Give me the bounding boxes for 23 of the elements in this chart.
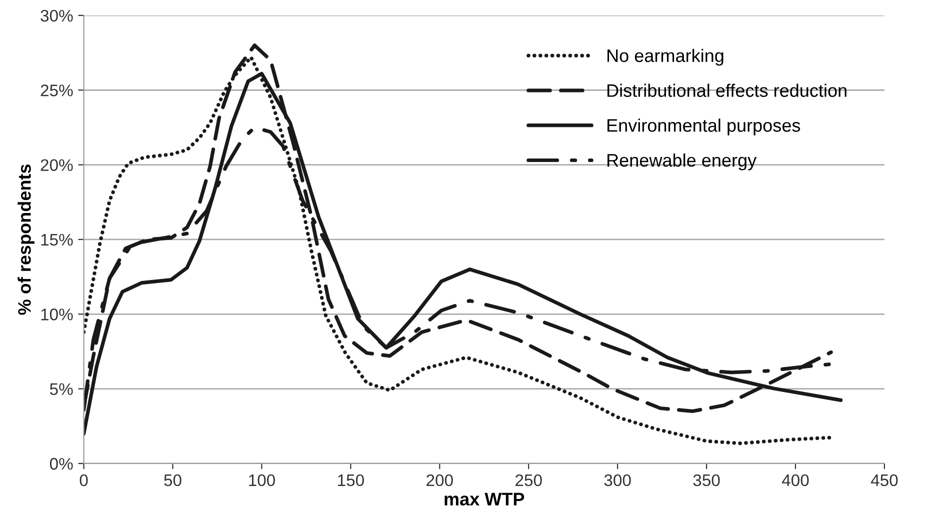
legend-label: Renewable energy: [608, 153, 757, 170]
x-tick-label: 350: [693, 474, 720, 486]
x-tick-label: 200: [426, 474, 453, 486]
y-tick-label: 30%: [40, 10, 73, 22]
y-tick-label: 20%: [40, 159, 73, 172]
x-tick-label: 0: [80, 474, 88, 486]
y-axis-title: % of respondents: [18, 164, 34, 315]
x-tick-label: 50: [164, 474, 182, 486]
legend-label: Distributional effects reduction: [608, 84, 846, 97]
x-tick-label: 150: [338, 474, 364, 486]
x-axis-title: max WTP: [444, 492, 524, 506]
legend-label: Environmental purposes: [608, 118, 800, 136]
legend-label: No earmarking: [608, 48, 724, 66]
y-tick-label: 10%: [41, 308, 73, 320]
x-tick-label: 450: [870, 474, 898, 486]
y-tick-label: 5%: [50, 383, 73, 396]
y-tick-label: 25%: [40, 84, 73, 96]
x-tick-label: 250: [516, 474, 542, 486]
x-tick-label: 300: [604, 474, 631, 486]
x-tick-label: 100: [249, 474, 275, 486]
x-tick-label: 400: [782, 474, 809, 486]
y-tick-label: 0%: [50, 458, 73, 470]
y-tick-label: 15%: [41, 234, 73, 246]
